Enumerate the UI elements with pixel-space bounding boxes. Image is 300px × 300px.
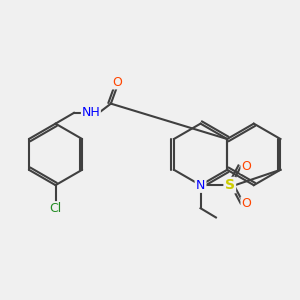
Text: O: O [241,160,251,173]
Text: O: O [112,76,122,89]
Text: Cl: Cl [50,202,61,215]
Text: NH: NH [82,106,100,119]
Text: S: S [225,178,235,192]
Text: O: O [241,197,251,210]
Text: N: N [196,179,205,192]
